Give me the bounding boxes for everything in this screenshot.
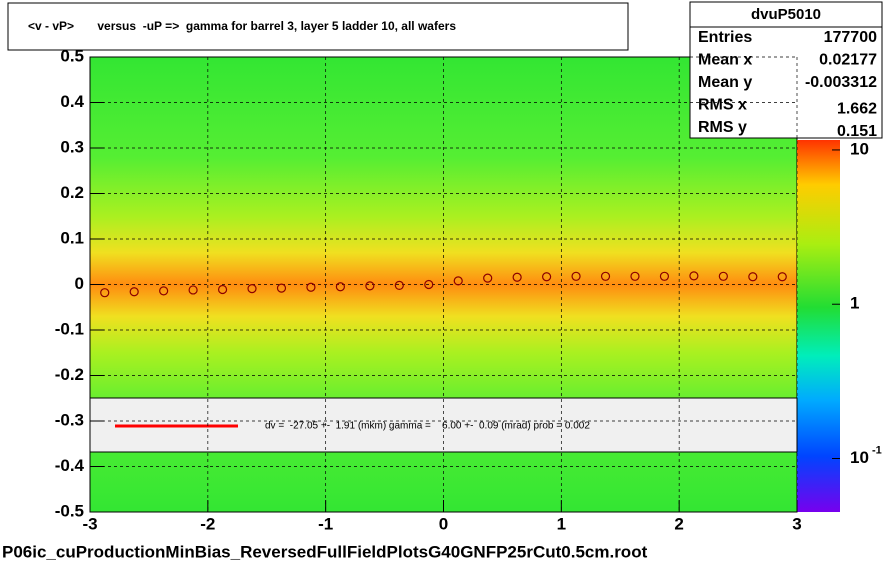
fit-label: dv = -27.05 +- 1.91 (mkm) gamma = 6.00 +… — [265, 421, 590, 432]
stats-title: dvuP5010 — [751, 6, 821, 23]
chart-title: <v - vP> versus -uP => gamma for barrel … — [28, 19, 456, 33]
profile-point — [777, 272, 787, 282]
footer: P06ic_cuProductionMinBias_ReversedFullFi… — [2, 542, 648, 561]
profile-point — [365, 281, 375, 291]
profile-point — [659, 271, 670, 281]
color-scale — [797, 140, 840, 512]
profile-point — [453, 276, 463, 286]
profile-point — [129, 287, 139, 297]
y-tick-label: -0.1 — [55, 319, 84, 338]
profile-point — [718, 271, 728, 281]
profile-point — [217, 284, 228, 295]
stats-label: RMS y — [698, 119, 747, 136]
x-tick-label: 2 — [674, 514, 683, 533]
profile-point — [748, 272, 758, 282]
y-tick-label: 0.3 — [60, 137, 84, 156]
profile-point — [247, 283, 257, 294]
profile-point — [335, 282, 345, 292]
x-tick-label: 1 — [557, 514, 566, 533]
stats-box — [689, 1, 883, 139]
z-tick-label: 1 — [850, 294, 859, 313]
y-tick-label: 0.1 — [60, 228, 84, 247]
profile-point — [600, 271, 611, 281]
profile-point — [424, 279, 434, 290]
stats-value: 1.662 — [837, 101, 877, 118]
stats-label: Entries — [698, 29, 752, 46]
x-tick-label: -2 — [200, 514, 215, 533]
profile-point — [159, 286, 169, 296]
x-tick-label: -3 — [82, 514, 97, 533]
profile-point — [571, 271, 581, 281]
profile-point — [630, 271, 640, 281]
y-tick-label: -0.3 — [55, 410, 84, 429]
x-tick-label: 3 — [792, 514, 801, 533]
profile-point — [542, 272, 552, 282]
stats-value: 177700 — [824, 29, 877, 46]
z-tick-exponent: -1 — [872, 444, 882, 456]
z-tick-label: 10 — [850, 139, 869, 158]
y-tick-label: -0.2 — [55, 365, 84, 384]
profile-point — [512, 272, 522, 282]
stats-label: RMS x — [698, 97, 747, 114]
y-tick-label: 0.4 — [60, 92, 84, 111]
profile-point — [276, 283, 287, 293]
profile-point — [483, 273, 493, 283]
stats-label: Mean y — [698, 74, 752, 91]
profile-point — [100, 288, 110, 298]
x-tick-label: -1 — [318, 514, 333, 533]
stats-value: 0.151 — [837, 123, 877, 140]
y-tick-label: 0.5 — [60, 46, 84, 65]
title-box — [7, 2, 629, 51]
z-tick-label: 10 — [850, 448, 869, 467]
profile-point — [188, 285, 198, 295]
x-tick-label: 0 — [439, 514, 448, 533]
profile-point — [306, 282, 316, 292]
stats-value: -0.003312 — [805, 74, 877, 91]
profile-point — [689, 271, 699, 281]
y-tick-label: -0.5 — [55, 501, 84, 520]
y-tick-label: -0.4 — [55, 456, 85, 475]
stats-label: Mean x — [698, 52, 752, 69]
y-tick-label: 0.2 — [60, 183, 84, 202]
profile-point — [394, 280, 404, 291]
stats-value: 0.02177 — [819, 52, 877, 69]
y-tick-label: 0 — [75, 274, 84, 293]
